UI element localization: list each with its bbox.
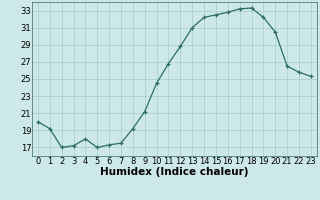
X-axis label: Humidex (Indice chaleur): Humidex (Indice chaleur) [100,167,249,177]
